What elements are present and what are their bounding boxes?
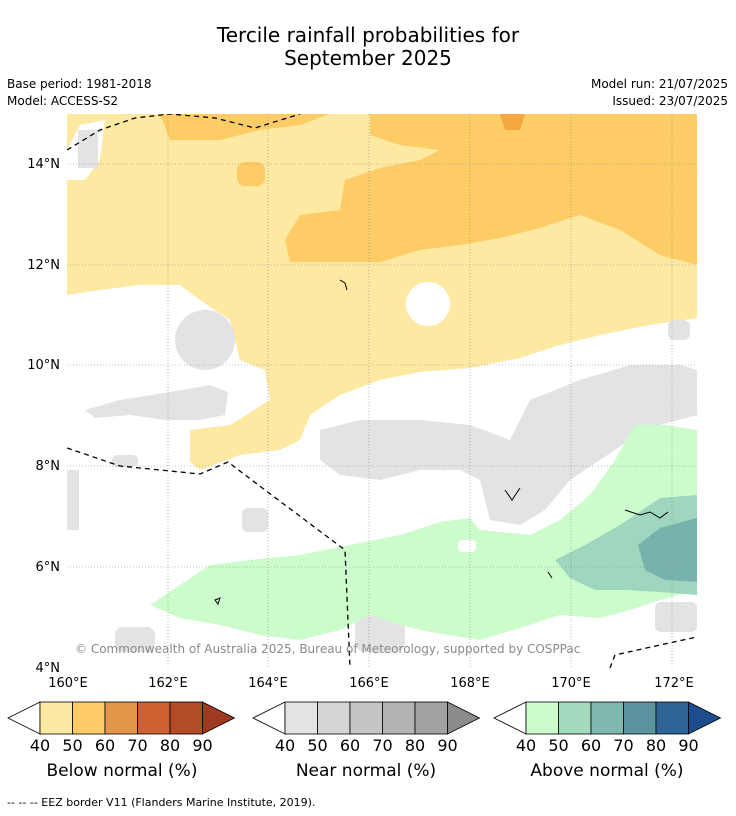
colorbar-segment [414, 701, 448, 735]
base-period: Base period: 1981-2018 [7, 77, 152, 91]
lat-label: 4°N [36, 661, 61, 676]
colorbar-segment [623, 701, 657, 735]
issued-date: Issued: 23/07/2025 [612, 94, 728, 108]
colorbars [7, 701, 722, 735]
eez-border [67, 114, 697, 668]
colorbar-tick-label: 90 [192, 736, 213, 755]
lat-axis: 14°N 12°N 10°N 8°N 6°N 4°N [27, 157, 60, 676]
colorbar-tick-label: 90 [437, 736, 458, 755]
below-normal-50-region-2 [285, 114, 697, 265]
colorbar-tick-label: 70 [613, 736, 634, 755]
colorbar-segment [137, 701, 171, 735]
colorbar-segment [169, 701, 203, 735]
colorbar-segment [104, 701, 138, 735]
below-normal-label: Below normal (%) [46, 761, 198, 781]
colorbar-segment [317, 701, 351, 735]
white-hole-green [458, 540, 476, 552]
colorbar-low-arrow [493, 701, 527, 735]
near-normal-40-west [85, 385, 228, 420]
near-normal-40-blob-6 [655, 602, 697, 632]
near-normal-40-blob-4 [668, 320, 690, 340]
colorbar-segment [655, 701, 689, 735]
lat-label: 12°N [27, 258, 60, 273]
colorbar-segment [382, 701, 416, 735]
lat-label: 10°N [27, 358, 60, 373]
lat-label: 8°N [36, 459, 61, 474]
colorbar-tick-label: 80 [645, 736, 667, 755]
colorbar-tick-label: 50 [548, 736, 569, 755]
copyright-text: © Commonwealth of Australia 2025, Bureau… [75, 642, 580, 656]
colorbar-segment [349, 701, 383, 735]
coastline-marks [214, 279, 669, 606]
colorbar-high-arrow [447, 701, 481, 735]
colorbar-tick-label: 40 [274, 736, 296, 755]
near-normal-40-blob-3 [242, 508, 268, 532]
near-normal-40-region [320, 365, 697, 525]
colorbar-tick-label: 80 [404, 736, 426, 755]
lon-label: 160°E [48, 676, 88, 691]
lon-label: 166°E [349, 676, 389, 691]
near-normal-40-blob-5 [78, 130, 98, 168]
colorbar-tick-label: 80 [159, 736, 181, 755]
colorbar-tick-label: 70 [127, 736, 148, 755]
above-normal-40-region [150, 425, 697, 640]
lon-label: 170°E [551, 676, 591, 691]
lon-axis: 160°E 162°E 164°E 166°E 168°E 170°E 172°… [48, 676, 694, 691]
lat-label: 6°N [36, 560, 61, 575]
lon-label: 168°E [450, 676, 490, 691]
colorbar-tick-label: 90 [678, 736, 699, 755]
white-hole-center [406, 282, 450, 326]
colorbar-segment [72, 701, 106, 735]
eez-footnote: -- -- -- EEZ border V11 (Flanders Marine… [7, 796, 316, 809]
near-normal-40-blob-9 [112, 455, 138, 467]
lat-label: 14°N [27, 157, 60, 172]
colorbar-tick-label: 50 [62, 736, 83, 755]
colorbar-tick-label: 60 [339, 736, 361, 755]
below-normal-60-region [500, 114, 525, 130]
colorbar-high-arrow [202, 701, 236, 735]
lon-label: 162°E [148, 676, 188, 691]
model-run: Model run: 21/07/2025 [590, 77, 728, 91]
colorbar-tick-label: 40 [515, 736, 537, 755]
below-normal-50-region [160, 114, 330, 140]
near-normal-40-blob-2 [67, 470, 79, 530]
colorbar-low-arrow [7, 701, 41, 735]
colorbar-segment [558, 701, 592, 735]
near-normal-40-blob-7 [115, 627, 155, 652]
colorbar-segment [525, 701, 559, 735]
lon-label: 172°E [654, 676, 694, 691]
colorbar-segment [590, 701, 624, 735]
colorbar-tick-label: 50 [307, 736, 328, 755]
colorbar-segment [284, 701, 318, 735]
lon-label: 164°E [248, 676, 288, 691]
colorbar-tick-label: 60 [580, 736, 602, 755]
near-normal-label: Near normal (%) [295, 761, 437, 781]
colorbar-segment [39, 701, 73, 735]
colorbar-high-arrow [688, 701, 722, 735]
model-name: Model: ACCESS-S2 [7, 94, 119, 108]
near-normal-40-blob-1 [175, 310, 235, 370]
colorbar-tick-label: 40 [29, 736, 51, 755]
above-normal-label: Above normal (%) [530, 761, 684, 781]
colorbar-tick-label: 60 [94, 736, 116, 755]
gridlines [67, 114, 697, 668]
above-normal-60-region [638, 518, 697, 582]
colorbar-low-arrow [252, 701, 286, 735]
colorbar-tick-label: 70 [372, 736, 393, 755]
title-line1: Tercile rainfall probabilities for [216, 23, 520, 47]
title-line2: September 2025 [284, 46, 452, 70]
below-normal-50-patch [237, 162, 265, 186]
